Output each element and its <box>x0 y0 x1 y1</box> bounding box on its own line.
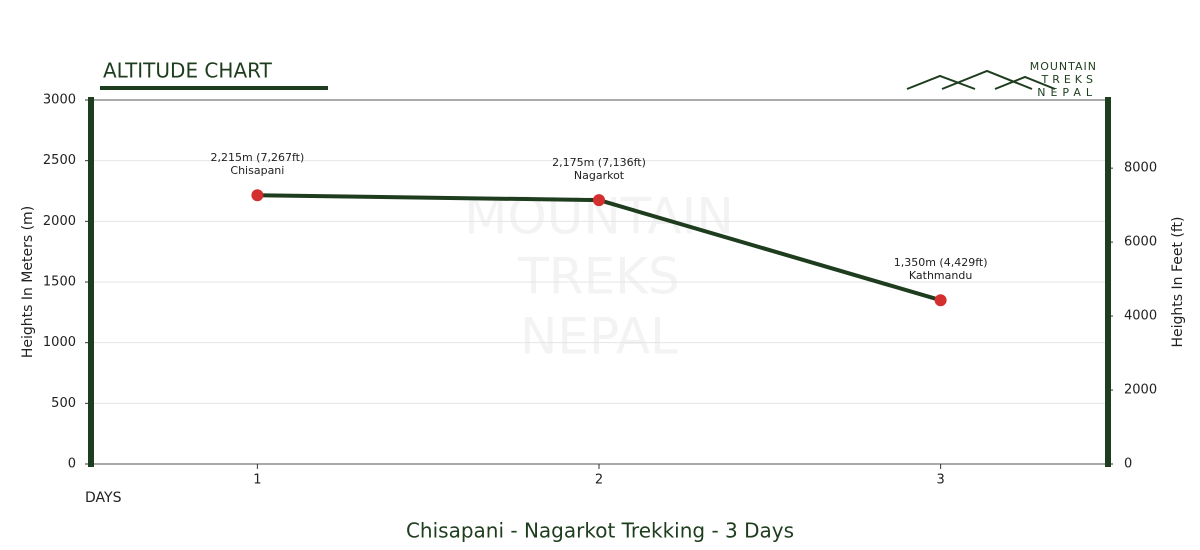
title-underline <box>100 86 328 90</box>
mountain <box>994 75 1056 90</box>
value-label: 2,175m (7,136ft) <box>552 156 646 169</box>
y-tick-label: 2000 <box>43 214 76 229</box>
logo-text: TREKS <box>1040 73 1097 86</box>
y2-axis-label: Heights In Feet (ft) <box>1170 216 1186 347</box>
y2-tick-label: 6000 <box>1124 235 1157 250</box>
point-label: Kathmandu <box>909 269 972 282</box>
y2-tick-label: 2000 <box>1124 383 1157 398</box>
y-tick-label: 1500 <box>43 275 76 290</box>
watermark: NEPAL <box>520 308 678 366</box>
y-axis-label: Heights In Meters (m) <box>20 206 36 358</box>
y-tick-label: 500 <box>51 396 76 411</box>
left-spine <box>88 97 94 467</box>
logo-text: NEPAL <box>1037 86 1097 99</box>
x-axis-label: DAYS <box>85 490 122 506</box>
chart-title: Chisapani - Nagarkot Trekking - 3 Days <box>406 519 794 543</box>
y-tick-label: 1000 <box>43 335 76 350</box>
x-tick-label: 2 <box>595 473 603 488</box>
right-spine <box>1105 97 1111 467</box>
header-title: ALTITUDE CHART <box>103 59 273 83</box>
point-marker <box>593 194 605 207</box>
x-tick-label: 3 <box>936 473 944 488</box>
value-label: 1,350m (4,429ft) <box>894 256 988 269</box>
logo-text: MOUNTAIN <box>1030 60 1097 73</box>
point-marker <box>251 189 264 202</box>
y2-tick-label: 0 <box>1124 457 1132 472</box>
y-tick-label: 2500 <box>43 153 76 168</box>
point-marker <box>934 294 947 307</box>
y-tick-label: 0 <box>68 457 76 472</box>
point-label: Chisapani <box>230 164 284 177</box>
mountain <box>906 74 976 90</box>
y2-tick-label: 8000 <box>1124 161 1157 176</box>
watermark: TREKS <box>517 248 679 306</box>
mountain <box>941 69 1033 90</box>
x-tick-label: 1 <box>253 473 261 488</box>
y2-tick-label: 4000 <box>1124 309 1157 324</box>
value-label: 2,215m (7,267ft) <box>210 151 304 164</box>
point-label: Nagarkot <box>574 169 625 182</box>
logo-mountains <box>906 69 1056 90</box>
y-tick-label: 3000 <box>43 93 76 108</box>
